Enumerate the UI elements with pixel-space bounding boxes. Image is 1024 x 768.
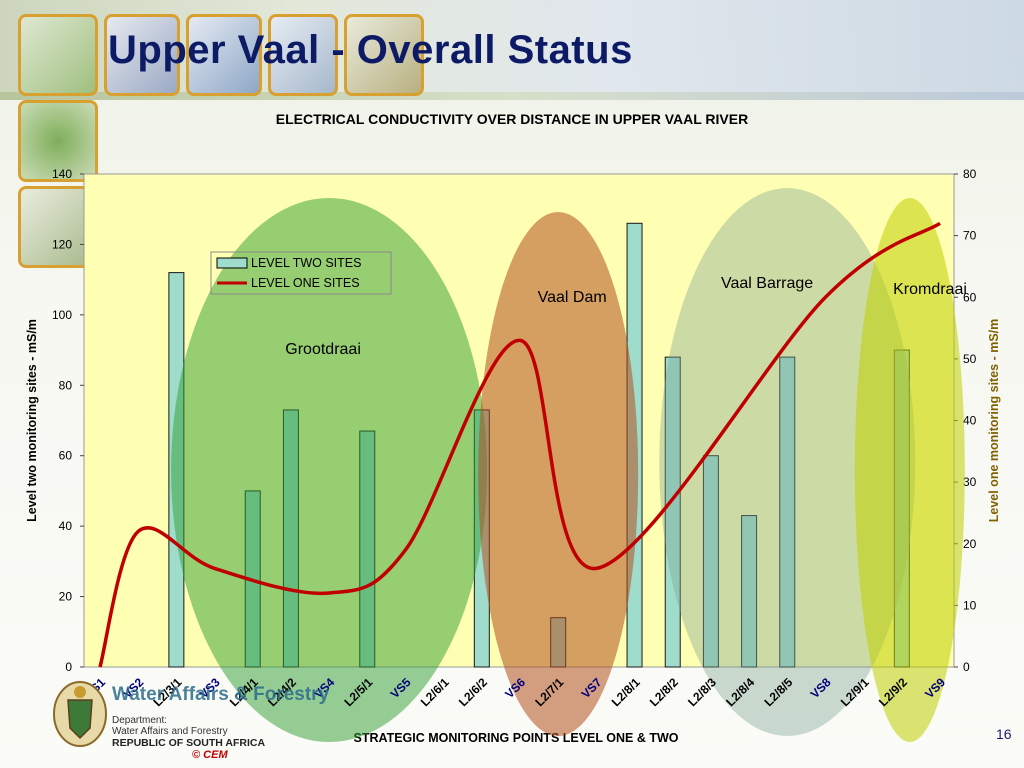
bar-level-two	[664, 356, 681, 668]
y2-tick-label: 10	[963, 598, 977, 612]
header-stripe	[0, 92, 1024, 100]
zone-ellipse	[478, 212, 639, 736]
y2-tick-label: 50	[963, 352, 977, 366]
y-tick-label: 100	[52, 308, 72, 322]
x-tick-label: L2/6/2	[456, 675, 490, 709]
page-number: 16	[996, 726, 1012, 742]
zone-label: Grootdraai	[285, 341, 361, 358]
legend-label-level-one: LEVEL ONE SITES	[251, 276, 360, 290]
department-wordmark: Water Affairs & Forestry	[112, 684, 330, 705]
y2-tick-label: 60	[963, 290, 977, 304]
y2-tick-label: 30	[963, 475, 977, 489]
bar-level-two	[779, 356, 796, 668]
y-axis-title: Level two monitoring sites - mS/m	[25, 319, 39, 522]
country-name: REPUBLIC OF SOUTH AFRICA	[112, 737, 266, 749]
y-tick-label: 60	[59, 449, 73, 463]
house-icon	[186, 14, 262, 96]
y-tick-label: 20	[59, 590, 73, 604]
legend-box	[210, 251, 392, 295]
zone-ellipse	[659, 188, 916, 736]
legend-swatch-bar	[216, 257, 248, 269]
y-tick-label: 0	[65, 660, 72, 674]
bar-level-two	[741, 515, 758, 668]
zone-label: Vaal Dam	[538, 289, 607, 306]
bar-level-two	[702, 455, 719, 668]
y-tick-label: 80	[59, 378, 73, 392]
y-tick-label: 140	[52, 167, 72, 181]
zone-label: Kromdraai	[893, 281, 967, 298]
department-full-name: Water Affairs and Forestry	[112, 726, 228, 737]
department-label: Department:	[112, 715, 168, 726]
coat-of-arms-logo	[53, 681, 107, 747]
y-tick-label: 40	[59, 519, 73, 533]
leaf-icon	[18, 14, 98, 96]
slide-title: Upper Vaal - Overall Status	[108, 28, 633, 72]
y2-axis-title: Level one monitoring sites - mS/m	[987, 319, 1001, 523]
tower-icon	[268, 14, 338, 96]
y-tick-label: 120	[52, 237, 72, 251]
y2-tick-label: 0	[963, 660, 970, 674]
x-tick-label: L2/8/1	[609, 675, 643, 709]
copyright-notice: © CEM	[192, 749, 228, 761]
tree-icon	[18, 100, 98, 182]
y2-tick-label: 20	[963, 537, 977, 551]
x-tick-label: L2/8/2	[647, 675, 681, 709]
x-axis-title: STRATEGIC MONITORING POINTS LEVEL ONE & …	[353, 731, 678, 745]
y2-tick-label: 80	[963, 167, 977, 181]
zone-ellipse	[171, 198, 488, 742]
y2-tick-label: 70	[963, 229, 977, 243]
landscape-icon	[344, 14, 424, 96]
legend-label-level-two: LEVEL TWO SITES	[251, 256, 361, 270]
zone-label: Vaal Barrage	[721, 275, 813, 292]
zone-ellipse	[854, 198, 965, 742]
y2-tick-label: 40	[963, 414, 977, 428]
line-level-one	[98, 221, 941, 668]
people-icon	[104, 14, 180, 96]
chart-title: ELECTRICAL CONDUCTIVITY OVER DISTANCE IN…	[276, 111, 748, 127]
